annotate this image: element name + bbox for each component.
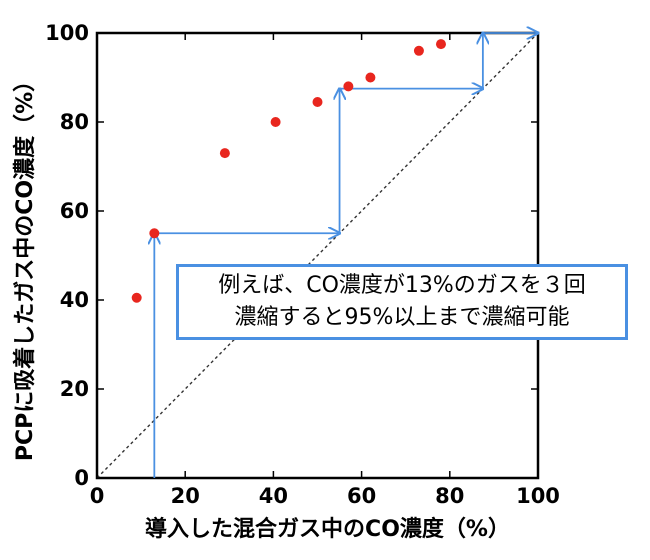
annotation-line-2: 濃縮すると95%以上まで濃縮可能 — [234, 305, 570, 330]
data-point — [435, 39, 446, 50]
x-tick-label: 100 — [516, 484, 560, 508]
data-point — [219, 148, 230, 159]
data-point — [365, 72, 376, 83]
axis-tick-labels: 0 20 40 60 80 100 0 20 40 60 80 100 — [45, 21, 560, 508]
x-tick-label: 80 — [435, 484, 464, 508]
x-tick-label: 20 — [171, 484, 200, 508]
y-tick-label: 40 — [60, 288, 89, 312]
y-tick-label: 80 — [60, 110, 89, 134]
data-point — [413, 45, 424, 56]
x-tick-label: 0 — [90, 484, 105, 508]
diagonal-reference-line — [96, 32, 539, 479]
data-point — [343, 81, 354, 92]
annotation-box: 例えば、CO濃度が13%のガスを３回 濃縮すると95%以上まで濃縮可能 — [176, 264, 628, 340]
plot-frame — [95, 31, 540, 480]
data-point — [149, 228, 160, 239]
y-tick-label: 0 — [74, 466, 89, 490]
x-axis-title: 導入した混合ガス中のCO濃度（%） — [145, 516, 510, 542]
y-tick-label: 60 — [60, 199, 89, 223]
x-tick-label: 60 — [347, 484, 376, 508]
data-point — [312, 96, 323, 107]
data-point — [270, 117, 281, 127]
y-tick-label: 100 — [45, 21, 89, 45]
y-axis-title: PCPに吸着したガス中のCO濃度（%） — [12, 70, 38, 461]
x-tick-label: 40 — [259, 484, 288, 508]
y-tick-label: 20 — [60, 377, 89, 401]
data-points — [131, 39, 446, 303]
data-point — [131, 292, 142, 303]
annotation-line-1: 例えば、CO濃度が13%のガスを３回 — [218, 273, 586, 298]
staircase-arrows — [154, 33, 538, 478]
